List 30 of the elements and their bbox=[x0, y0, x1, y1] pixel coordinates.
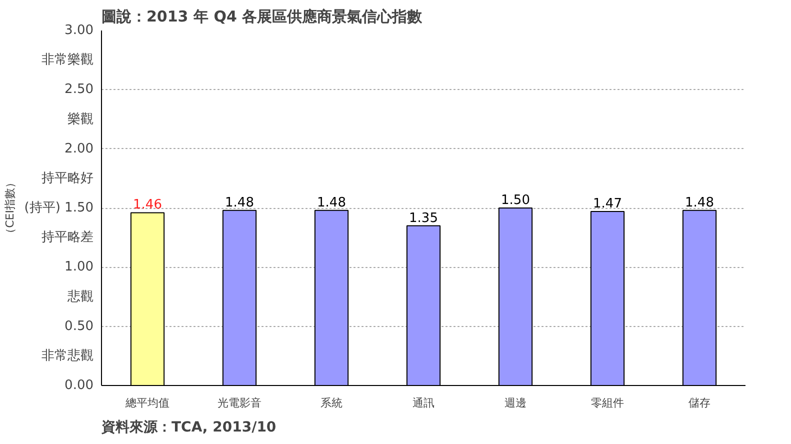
y-tick-label: 非常悲觀 bbox=[42, 348, 94, 364]
y-tick-label: 3.00 bbox=[64, 23, 94, 38]
data-label: 1.50 bbox=[501, 193, 530, 208]
y-tick-label: 0.50 bbox=[64, 318, 94, 334]
chart-title: 圖說：2013 年 Q4 各展區供應商景氣信心指數 bbox=[102, 8, 424, 26]
y-tick-label: 非常樂觀 bbox=[42, 52, 94, 68]
y-tick-label: 2.00 bbox=[64, 141, 94, 156]
y-tick-label: 樂觀 bbox=[68, 112, 94, 127]
data-label: 1.47 bbox=[593, 196, 622, 212]
y-tick-label: 1.00 bbox=[64, 260, 94, 275]
x-tick-label: 系統 bbox=[320, 396, 342, 410]
y-tick-label: 2.50 bbox=[64, 82, 94, 98]
source-note: 資料來源：TCA, 2013/10 bbox=[100, 420, 276, 436]
x-tick-label: 儲存 bbox=[688, 396, 710, 410]
data-label: 1.48 bbox=[225, 195, 254, 210]
data-label: 1.35 bbox=[409, 210, 438, 226]
y-tick-label: 0.00 bbox=[64, 378, 94, 393]
x-tick-label: 通訊 bbox=[412, 396, 434, 410]
x-tick-label: 週邊 bbox=[504, 396, 526, 410]
y-tick-label: 持平略好 bbox=[42, 170, 94, 186]
y-tick-label: 悲觀 bbox=[66, 289, 94, 304]
y-tick-label: 持平略差 bbox=[42, 230, 94, 246]
data-label: 1.46 bbox=[133, 198, 162, 213]
x-tick-label: 光電影音 bbox=[218, 396, 262, 410]
y-axis-title: （CEI指數） bbox=[3, 177, 16, 239]
data-label: 1.48 bbox=[317, 195, 346, 210]
x-tick-label: 零組件 bbox=[591, 396, 624, 410]
x-tick-label: 總平均值 bbox=[124, 396, 170, 410]
data-label: 1.48 bbox=[685, 195, 714, 210]
y-tick-label: (持平) 1.50 bbox=[24, 200, 94, 216]
